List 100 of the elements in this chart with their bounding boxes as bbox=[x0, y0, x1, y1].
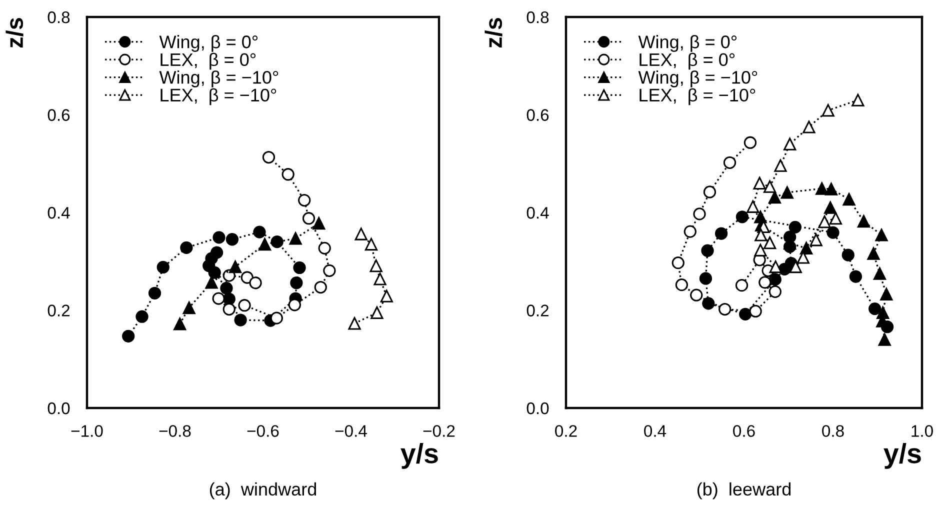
y-tick-label: 0.6 bbox=[526, 109, 549, 121]
point bbox=[875, 228, 888, 242]
y-tick-label: 0.2 bbox=[526, 304, 548, 316]
point bbox=[763, 180, 776, 193]
point bbox=[702, 297, 715, 310]
legend-label: LEX, β = 0° bbox=[640, 52, 735, 70]
point bbox=[672, 256, 684, 270]
point bbox=[282, 168, 294, 181]
point bbox=[220, 282, 233, 295]
point bbox=[873, 267, 886, 280]
point bbox=[212, 292, 225, 305]
point bbox=[852, 94, 864, 106]
legend-label: Wing, β = −10° bbox=[638, 70, 758, 88]
point bbox=[348, 317, 361, 330]
point bbox=[148, 286, 162, 300]
point bbox=[784, 138, 796, 150]
point bbox=[701, 244, 714, 257]
point bbox=[174, 318, 186, 330]
point bbox=[318, 242, 331, 254]
point bbox=[693, 208, 706, 220]
point bbox=[749, 304, 762, 318]
point bbox=[744, 136, 757, 149]
point bbox=[868, 302, 882, 316]
text: (a) windward bbox=[210, 482, 316, 500]
point bbox=[228, 260, 242, 274]
point bbox=[323, 264, 336, 277]
y-tick-label: 0.4 bbox=[526, 206, 549, 219]
legend-label: LEX, β = −10° bbox=[640, 88, 756, 106]
point bbox=[205, 276, 218, 289]
legend-label: Wing, β = −10° bbox=[159, 70, 278, 88]
point bbox=[810, 234, 822, 246]
point bbox=[270, 236, 284, 248]
point bbox=[293, 261, 306, 274]
point bbox=[842, 248, 854, 262]
point bbox=[699, 272, 712, 285]
legend-label: Wing, β = 0° bbox=[638, 35, 737, 52]
point bbox=[739, 308, 752, 320]
point bbox=[802, 120, 816, 134]
x-tick-label: −0.2 bbox=[423, 425, 455, 437]
point bbox=[262, 150, 276, 164]
x-tick-label: 0.2 bbox=[555, 425, 577, 437]
point bbox=[736, 210, 749, 224]
point bbox=[774, 159, 787, 172]
legend-label: Wing, β = 0° bbox=[159, 35, 258, 52]
point bbox=[222, 302, 236, 316]
point bbox=[718, 302, 732, 316]
point bbox=[824, 182, 838, 196]
point bbox=[758, 276, 772, 289]
x-tick-label: 0.4 bbox=[644, 425, 666, 437]
y-tick-label: 0.4 bbox=[48, 206, 70, 219]
y-tick-label: 0.0 bbox=[48, 402, 70, 414]
point bbox=[370, 259, 382, 272]
point bbox=[240, 271, 254, 284]
point bbox=[182, 301, 196, 314]
point bbox=[880, 288, 893, 300]
point bbox=[234, 314, 247, 326]
x-tick-label: −0.6 bbox=[247, 425, 279, 437]
point bbox=[768, 273, 782, 286]
point bbox=[290, 276, 303, 290]
point bbox=[210, 246, 224, 259]
y-axis-title: z/s bbox=[484, 18, 502, 48]
y-tick-label: 0.0 bbox=[526, 402, 549, 414]
point bbox=[714, 227, 728, 240]
point bbox=[826, 226, 840, 239]
x-axis-title: y/s bbox=[400, 442, 438, 469]
y-tick-label: 0.2 bbox=[48, 304, 70, 316]
y-tick-label: 0.8 bbox=[526, 11, 549, 24]
point bbox=[754, 244, 767, 256]
point bbox=[867, 247, 880, 260]
point bbox=[249, 276, 262, 290]
point bbox=[374, 272, 386, 286]
point bbox=[876, 306, 890, 320]
point bbox=[703, 186, 716, 198]
point bbox=[735, 279, 748, 292]
point bbox=[878, 333, 891, 346]
point bbox=[270, 312, 283, 324]
point bbox=[288, 298, 301, 312]
point bbox=[768, 285, 782, 298]
point bbox=[780, 186, 794, 199]
point bbox=[238, 299, 251, 312]
x-tick-label: −1.0 bbox=[71, 425, 103, 437]
legend-label: LEX, β = 0° bbox=[160, 52, 256, 70]
point bbox=[818, 215, 831, 228]
text: (b) leeward bbox=[697, 482, 791, 500]
point bbox=[690, 288, 703, 302]
x-tick-label: 0.6 bbox=[733, 425, 755, 437]
point bbox=[314, 280, 327, 294]
point bbox=[769, 260, 782, 274]
x-axis-title: y/s bbox=[884, 442, 921, 469]
point bbox=[754, 228, 768, 242]
legend-label: LEX, β = −10° bbox=[160, 88, 276, 106]
point bbox=[136, 310, 148, 323]
y-tick-label: 0.8 bbox=[48, 11, 70, 24]
point bbox=[675, 278, 688, 292]
point bbox=[180, 241, 193, 254]
point bbox=[289, 232, 302, 245]
point bbox=[122, 330, 135, 342]
point bbox=[822, 104, 834, 117]
point bbox=[763, 236, 776, 250]
point bbox=[829, 212, 842, 225]
